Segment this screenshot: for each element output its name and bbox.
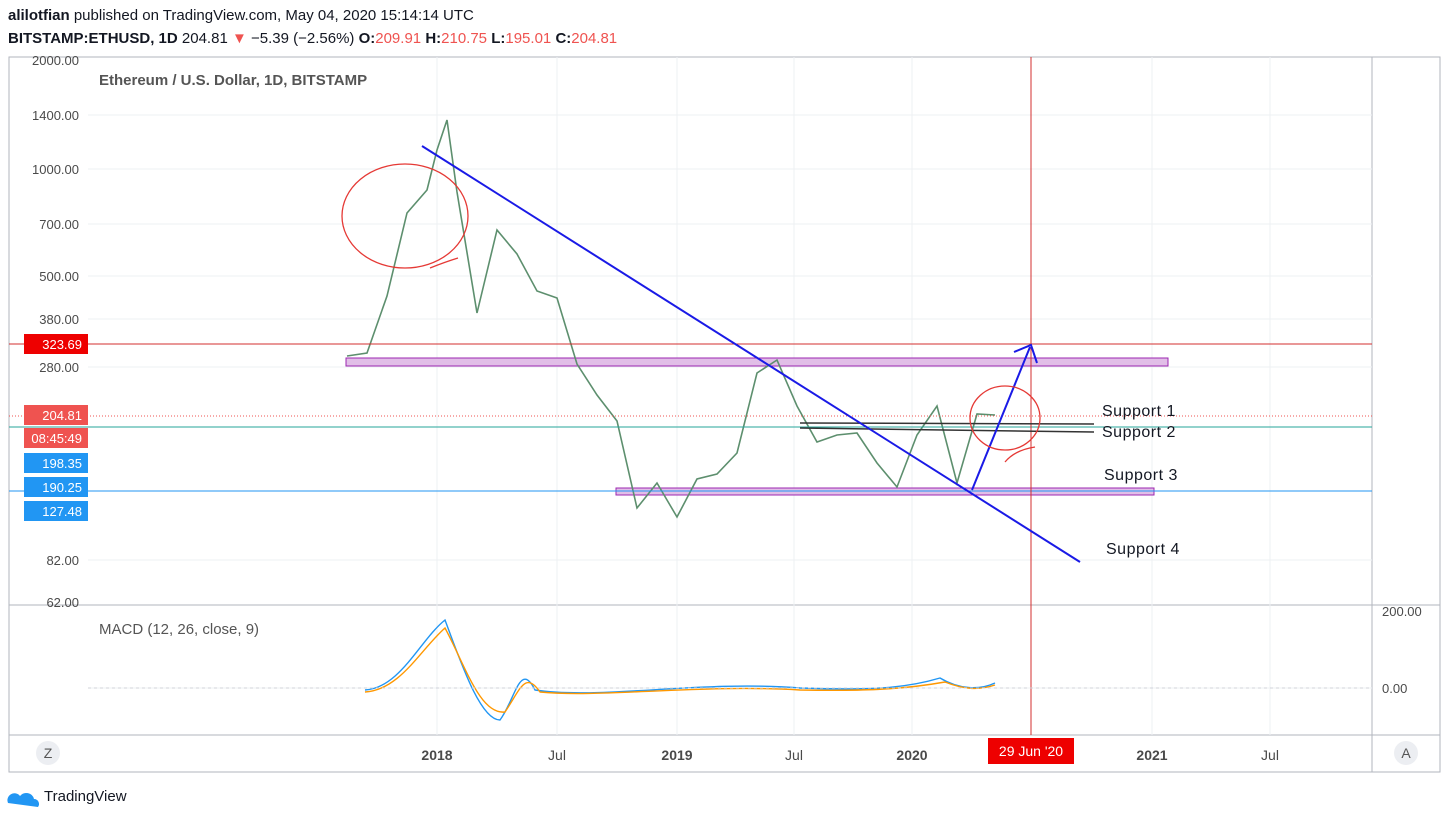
support-2-line: [799, 427, 1095, 433]
price-tick: 380.00: [39, 312, 79, 327]
time-label: Jul: [548, 747, 566, 763]
price-tag: 204.81: [42, 408, 82, 423]
price-tag: 323.69: [42, 337, 82, 352]
support-label: Support 1: [1102, 403, 1176, 420]
grid: [88, 57, 1372, 735]
price-tag-box: [24, 453, 88, 473]
quote-line: BITSTAMP:ETHUSD, 1D 204.81 ▼ −5.39 (−2.5…: [8, 30, 617, 47]
red-circle-2: [969, 385, 1041, 451]
h-label: H:: [425, 30, 442, 47]
price-tag: 190.25: [42, 480, 82, 495]
price-tag-box: [24, 501, 88, 521]
time-label: 2021: [1136, 747, 1167, 763]
low: 195.01: [505, 30, 552, 47]
price-tick: 1000.00: [32, 162, 79, 177]
logo: [7, 792, 40, 807]
brand: TradingView: [44, 788, 127, 805]
arrow-line: [971, 346, 1031, 491]
time-label: Jul: [1261, 747, 1279, 763]
price-tag-box: [24, 428, 88, 448]
zoom-label: Z: [44, 745, 53, 761]
last: 204.81: [181, 30, 228, 47]
auto-label: A: [1401, 745, 1411, 761]
high: 210.75: [441, 30, 488, 47]
red-tail-2: [1004, 446, 1036, 463]
c-label: C:: [555, 30, 572, 47]
support-1-line: [799, 422, 1095, 425]
macd-tick: 200.00: [1382, 604, 1422, 619]
price-tick: 1400.00: [32, 108, 79, 123]
zoom-button[interactable]: [36, 741, 60, 765]
price-tag-box: [24, 405, 88, 425]
resistance-zone: [345, 357, 1169, 367]
time-label: 2018: [421, 747, 452, 763]
red-tail: [429, 257, 459, 269]
price-tick: 700.00: [39, 217, 79, 232]
time-label: 2019: [661, 747, 692, 763]
open: 209.91: [375, 30, 422, 47]
price-tag: 08:45:49: [31, 431, 82, 446]
price-tick: 280.00: [39, 360, 79, 375]
price-path: [346, 119, 996, 519]
macd-title: MACD (12, 26, close, 9): [99, 621, 259, 638]
red-circle: [341, 163, 469, 269]
price-tick: 500.00: [39, 269, 79, 284]
o-label: O:: [358, 30, 376, 47]
change: −5.39 (−2.56%): [251, 30, 355, 47]
cursor-label: 29 Jun '20: [999, 743, 1063, 759]
signal-line: [364, 626, 996, 713]
time-label: 2020: [896, 747, 927, 763]
support-label: Support 2: [1102, 424, 1176, 441]
price-tag-box: [24, 477, 88, 497]
frame: [8, 56, 1441, 773]
auto-button[interactable]: [1394, 741, 1418, 765]
support-label: Support 3: [1104, 467, 1178, 484]
price-tick: 62.00: [46, 595, 79, 610]
support-label: Support 4: [1106, 541, 1180, 558]
price-tick: 2000.00: [32, 53, 79, 68]
price-tag: 127.48: [42, 504, 82, 519]
time-label: Jul: [785, 747, 803, 763]
arrow-head: [1013, 343, 1038, 364]
price-tag-box: [24, 334, 88, 354]
symbol: BITSTAMP:ETHUSD, 1D: [8, 30, 178, 47]
arrow: ▼: [231, 30, 247, 47]
author: alilotfian: [8, 7, 70, 24]
publish-line: alilotfian published on TradingView.com,…: [8, 7, 474, 24]
pane-title: Ethereum / U.S. Dollar, 1D, BITSTAMP: [99, 72, 367, 89]
l-label: L:: [491, 30, 506, 47]
close: 204.81: [571, 30, 618, 47]
macd-tick: 0.00: [1382, 681, 1407, 696]
price-tag: 198.35: [42, 456, 82, 471]
published: published on TradingView.com, May 04, 20…: [73, 7, 474, 24]
price-tick: 82.00: [46, 553, 79, 568]
trendline: [421, 145, 1081, 563]
cursor-tag: [988, 738, 1074, 764]
macd-line: [364, 618, 996, 721]
